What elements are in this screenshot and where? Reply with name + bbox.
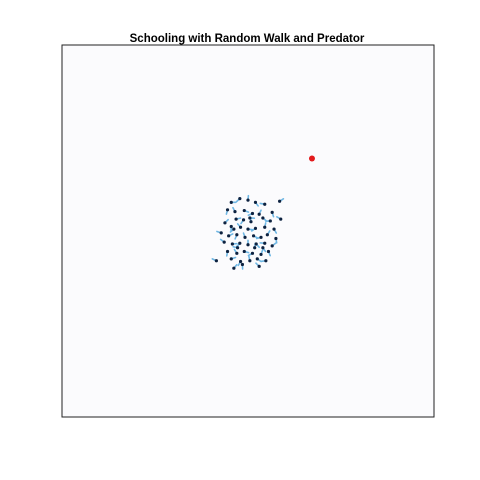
fish-point	[225, 249, 230, 254]
fish-point	[270, 210, 274, 214]
fish-point	[227, 234, 231, 238]
fish-point	[279, 217, 283, 221]
fish-point	[238, 259, 243, 264]
fish-point	[248, 216, 252, 220]
fish-point	[246, 198, 250, 202]
fish-point	[223, 221, 227, 225]
fish-point	[278, 199, 282, 203]
fish-point	[250, 251, 255, 255]
fish-point	[238, 241, 242, 245]
chart-title: Schooling with Random Walk and Predator	[130, 33, 365, 45]
fish-point	[261, 246, 265, 250]
fish-point	[264, 259, 268, 263]
fish-point	[238, 197, 242, 201]
fish-point	[263, 202, 267, 206]
fish-point	[234, 217, 238, 221]
fish-point	[219, 231, 223, 235]
fish-point	[248, 259, 252, 263]
fish-point	[254, 242, 258, 246]
fish-point	[249, 220, 253, 224]
fish-point	[225, 208, 230, 212]
predator-point	[308, 155, 315, 162]
fish-point	[235, 233, 239, 237]
fish-point	[235, 251, 239, 255]
fish-point	[274, 236, 278, 241]
fish-point	[214, 259, 218, 263]
fish-point	[251, 234, 256, 238]
fish-point	[250, 211, 255, 216]
fish-point	[259, 252, 263, 257]
fish-point	[259, 235, 263, 239]
fish-point	[232, 227, 236, 231]
fish-point	[229, 200, 233, 204]
fish-point	[242, 208, 246, 213]
fish-point	[241, 218, 246, 222]
fish-point	[229, 224, 233, 229]
fish-point	[257, 212, 261, 216]
fish-point	[268, 219, 272, 223]
fish-point	[255, 257, 259, 261]
plot-area	[61, 44, 435, 418]
fish-point	[240, 262, 245, 267]
fish-point	[232, 266, 236, 270]
fish-point	[257, 264, 261, 268]
fish-point	[265, 233, 269, 237]
fish-point	[235, 246, 240, 250]
fish-point	[261, 216, 265, 220]
fish-point	[230, 242, 234, 246]
fish-point	[246, 227, 250, 231]
fish-point	[243, 235, 247, 239]
fish-point	[246, 243, 250, 247]
fish-point	[233, 210, 237, 214]
fish-point	[263, 225, 267, 229]
fish-point	[253, 246, 257, 250]
fish-point	[270, 244, 274, 248]
predator-layer	[308, 155, 315, 162]
fish-point	[266, 249, 271, 254]
fish-point	[253, 200, 258, 204]
fish-point	[238, 225, 243, 229]
fish-point	[263, 241, 267, 245]
fish-point	[242, 249, 246, 254]
fish-point	[222, 240, 226, 244]
fish-point	[253, 226, 258, 230]
fish-point	[272, 227, 276, 231]
fish-point	[229, 257, 233, 261]
fish-layer	[214, 197, 283, 270]
